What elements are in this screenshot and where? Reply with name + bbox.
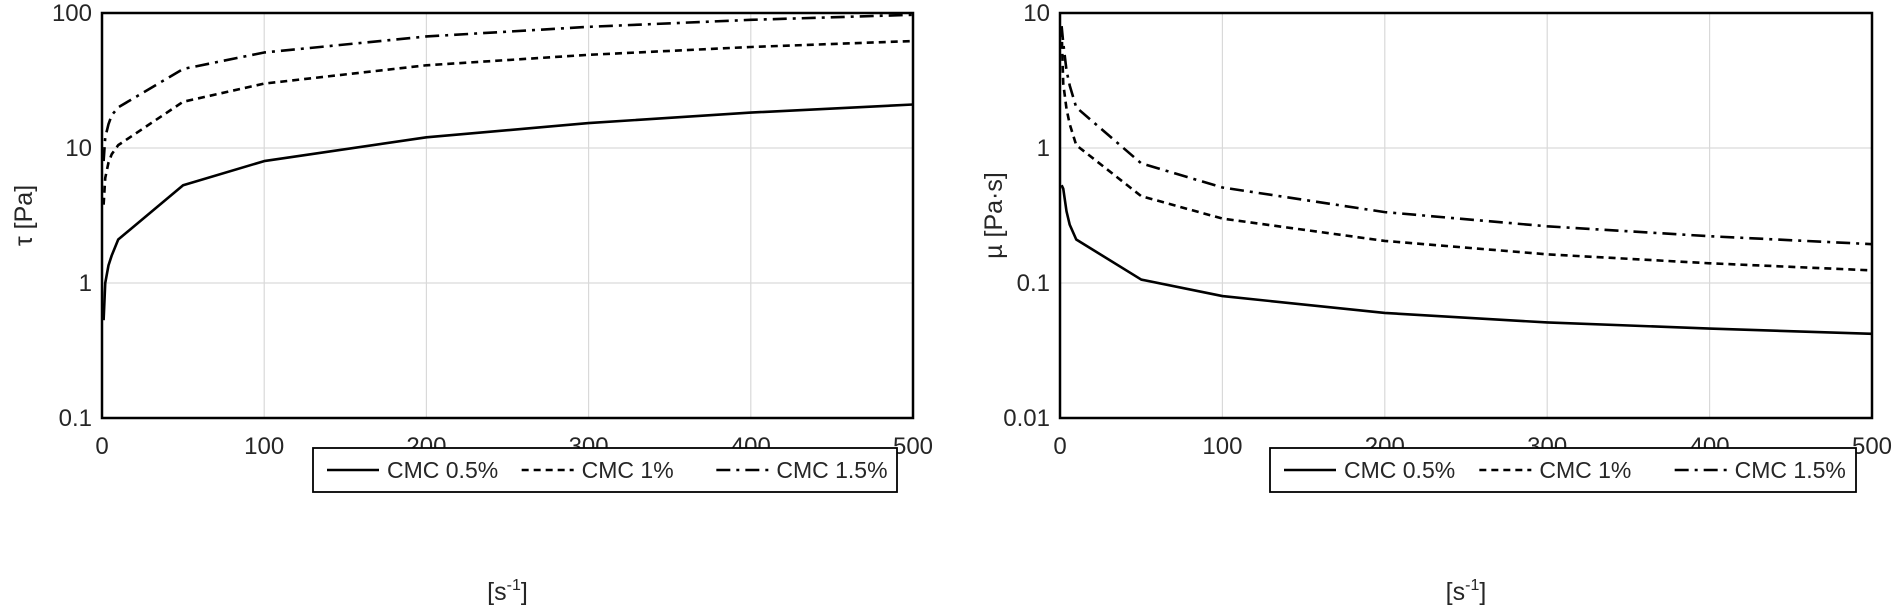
y-tick-label: 1 [1037, 135, 1050, 162]
x-tick-label: 500 [893, 433, 933, 460]
legend-label-2: CMC 1% [582, 457, 674, 483]
series-line-3 [1060, 25, 1873, 246]
y-tick-label: 10 [1023, 0, 1050, 27]
series-line-2 [102, 39, 914, 205]
y-tick-label: 100 [52, 0, 92, 27]
x-axis-label: [s-1] [1446, 577, 1487, 606]
x-axis-label-tail: ] [1479, 578, 1486, 606]
legend-box [1269, 447, 1857, 493]
legend: CMC 0.5% CMC 1% CMC 1.5% [312, 447, 898, 493]
x-axis-label-tail: ] [521, 578, 528, 606]
legend-label-3: CMC 1.5% [1735, 457, 1846, 483]
series-line-1 [102, 103, 914, 321]
y-tick-label: 10 [65, 135, 92, 162]
x-axis-label: [s-1] [487, 577, 528, 606]
legend-label-1: CMC 0.5% [387, 457, 498, 483]
x-tick-label: 0 [1053, 433, 1066, 460]
y-tick-label: 0.1 [1017, 270, 1050, 297]
y-axis-label: µ [Pa·s] [980, 172, 1008, 259]
y-tick-label: 1 [79, 270, 92, 297]
x-tick-label: 0 [95, 433, 108, 460]
legend-box [312, 447, 898, 493]
x-axis-label-sup: -1 [507, 577, 521, 594]
series-line-1 [1060, 184, 1873, 336]
legend-label-2: CMC 1% [1539, 457, 1631, 483]
x-tick-label: 500 [1852, 433, 1892, 460]
series-line-2 [1060, 29, 1873, 272]
x-tick-label: 100 [244, 433, 284, 460]
series-line-3 [102, 13, 914, 162]
y-axis-label: τ [Pa] [10, 185, 38, 246]
y-tick-label: 0.01 [1003, 405, 1050, 432]
legend-label-1: CMC 0.5% [1344, 457, 1455, 483]
y-tick-label: 0.1 [59, 405, 92, 432]
plot-frame [100, 11, 915, 420]
legend-label-3: CMC 1.5% [776, 457, 887, 483]
x-axis-label-base: [s [487, 578, 506, 606]
x-axis-label-sup: -1 [1465, 577, 1479, 594]
x-tick-label: 100 [1202, 433, 1242, 460]
legend: CMC 0.5% CMC 1% CMC 1.5% [1269, 447, 1857, 493]
x-axis-label-base: [s [1446, 578, 1465, 606]
plot-frame [1058, 11, 1874, 420]
